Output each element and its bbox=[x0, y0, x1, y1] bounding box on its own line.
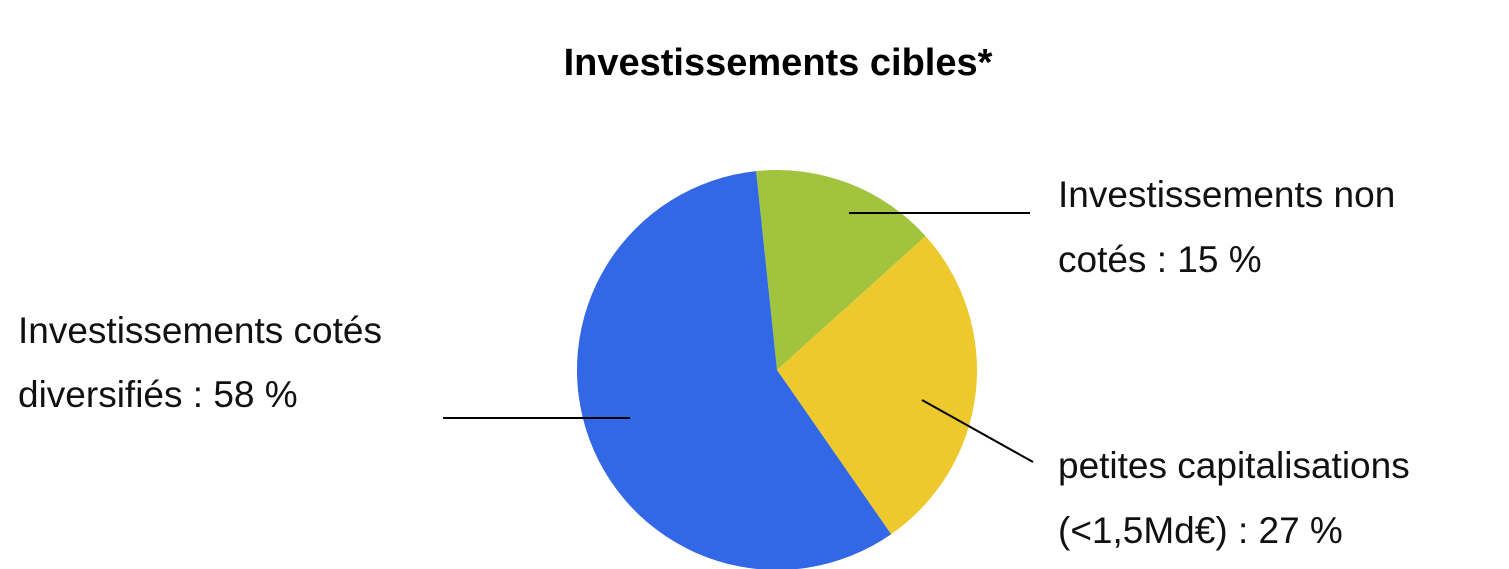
slice-labels: Investissements non cotés : 15 % petites c… bbox=[18, 174, 1410, 551]
slice-label-1-line-2: cotés : 15 % bbox=[1058, 239, 1262, 280]
slice-label-3-line-2: diversifiés : 58 % bbox=[18, 374, 298, 415]
pie-slices bbox=[577, 169, 978, 569]
leader-line-2 bbox=[921, 399, 1034, 463]
pie-slice-2 bbox=[777, 236, 978, 535]
pie-slice-1 bbox=[756, 169, 926, 370]
pie-slice-3 bbox=[577, 171, 892, 569]
slice-label-2-line-1: petites capitalisations bbox=[1058, 445, 1410, 486]
slice-label-2-line-2: (<1,5Md€) : 27 % bbox=[1058, 510, 1343, 551]
leader-lines bbox=[443, 212, 1034, 463]
slice-label-1-line-1: Investissements non bbox=[1058, 174, 1395, 215]
chart-title: Investissements cibles* bbox=[564, 42, 993, 84]
slice-label-3-line-1: Investissements cotés bbox=[18, 310, 382, 351]
